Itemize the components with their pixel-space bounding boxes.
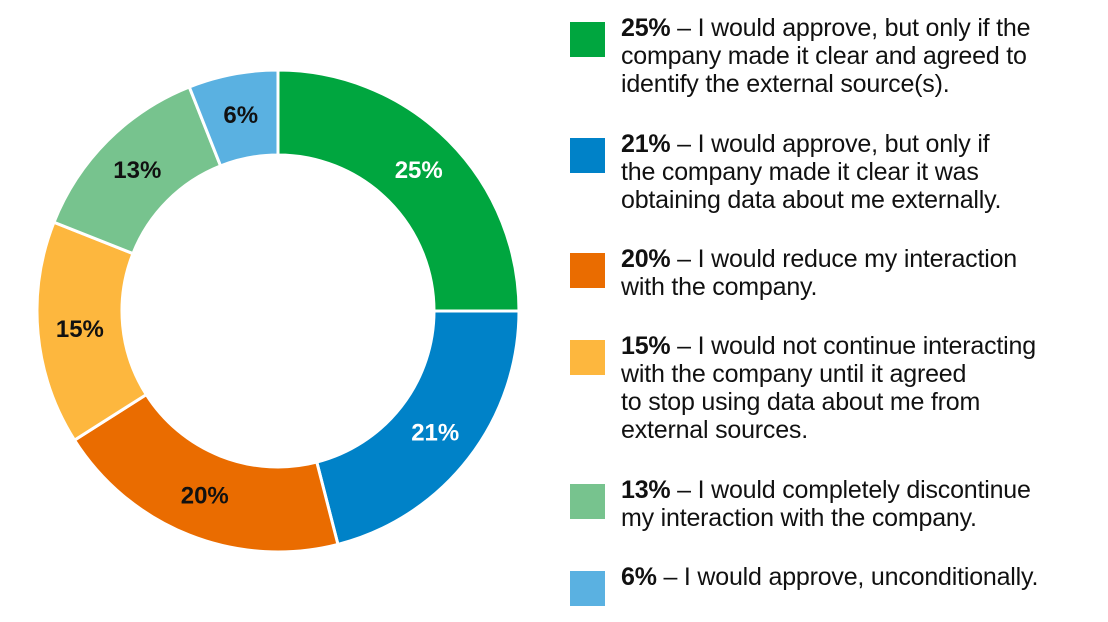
legend-line: external sources. bbox=[621, 416, 808, 444]
slice-label: 20% bbox=[181, 483, 229, 510]
legend-text: 15% – I would not continue interacting wi… bbox=[621, 332, 1036, 444]
legend-line: – I would reduce my interaction bbox=[670, 245, 1017, 273]
slice-20pct bbox=[72, 392, 340, 554]
slice-label: 6% bbox=[223, 102, 258, 129]
legend-line: the company made it clear it was bbox=[621, 158, 979, 186]
slice-6pct bbox=[187, 68, 280, 168]
legend-swatch bbox=[570, 484, 605, 519]
donut-chart: 25% 21% 20% 15% 13% 6% bbox=[35, 68, 521, 554]
legend-line: – I would approve, but only if bbox=[670, 130, 990, 158]
legend-text: 6% – I would approve, unconditionally. bbox=[621, 563, 1038, 591]
legend-item: 13% – I would completely discontinue my i… bbox=[570, 476, 1100, 532]
legend-item: 20% – I would reduce my interaction with … bbox=[570, 245, 1100, 301]
donut-slices bbox=[35, 68, 521, 554]
slice-label: 13% bbox=[113, 157, 161, 184]
legend-line: identify the external source(s). bbox=[621, 70, 950, 98]
legend-line: – I would not continue interacting bbox=[670, 332, 1036, 360]
legend-percent: 6% bbox=[621, 563, 657, 591]
legend-line: – I would approve, unconditionally. bbox=[656, 563, 1039, 591]
legend-percent: 25% bbox=[621, 14, 671, 42]
legend-line: obtaining data about me externally. bbox=[621, 186, 1002, 214]
legend-line: company made it clear and agreed to bbox=[621, 42, 1027, 70]
legend-line: – I would approve, but only if the bbox=[670, 14, 1031, 42]
slice-label: 25% bbox=[395, 157, 443, 184]
legend-text: 20% – I would reduce my interaction with … bbox=[621, 245, 1017, 301]
legend-swatch bbox=[570, 340, 605, 375]
legend-percent: 20% bbox=[621, 245, 671, 273]
legend-percent: 13% bbox=[621, 476, 671, 504]
legend-text: 13% – I would completely discontinue my i… bbox=[621, 476, 1031, 532]
legend-text: 25% – I would approve, but only if the co… bbox=[621, 14, 1031, 98]
slice-label: 15% bbox=[56, 316, 104, 343]
legend-line: with the company until it agreed bbox=[621, 360, 967, 388]
legend-item: 6% – I would approve, unconditionally. bbox=[570, 563, 1100, 606]
legend-percent: 15% bbox=[621, 332, 671, 360]
legend-swatch bbox=[570, 571, 605, 606]
legend-item: 25% – I would approve, but only if the co… bbox=[570, 14, 1100, 98]
legend-swatch bbox=[570, 22, 605, 57]
legend-swatch bbox=[570, 253, 605, 288]
legend-percent: 21% bbox=[621, 130, 671, 158]
slice-labels: 25% 21% 20% 15% 13% 6% bbox=[56, 102, 459, 510]
legend-item: 21% – I would approve, but only if the co… bbox=[570, 130, 1100, 214]
legend-line: to stop using data about me from bbox=[621, 388, 981, 416]
legend-line: – I would completely discontinue bbox=[670, 476, 1031, 504]
legend-swatch bbox=[570, 138, 605, 173]
slice-21pct bbox=[314, 309, 521, 547]
slice-label: 21% bbox=[411, 419, 459, 446]
legend-line: with the company. bbox=[621, 273, 818, 301]
slice-25pct bbox=[276, 68, 521, 313]
legend-item: 15% – I would not continue interacting wi… bbox=[570, 332, 1100, 444]
legend-line: my interaction with the company. bbox=[621, 504, 977, 532]
legend-text: 21% – I would approve, but only if the co… bbox=[621, 130, 1001, 214]
